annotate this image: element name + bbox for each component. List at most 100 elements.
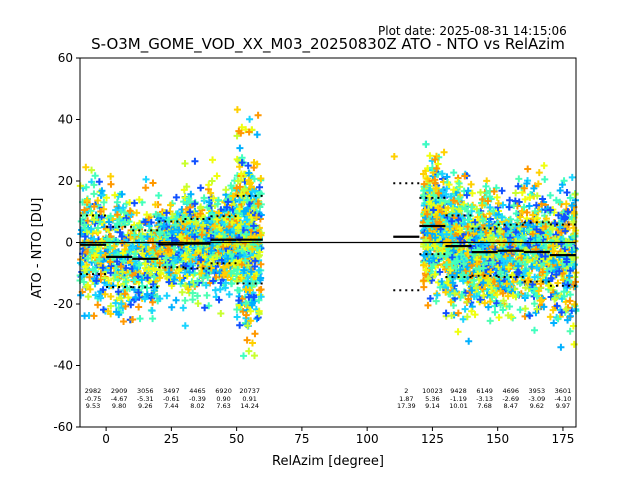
scatter-point	[257, 286, 265, 294]
scatter-point	[77, 217, 85, 225]
scatter-point	[96, 218, 104, 226]
scatter-point	[97, 249, 105, 257]
scatter-point	[215, 223, 223, 231]
scatter-point	[163, 209, 171, 217]
scatter-point	[99, 306, 107, 314]
scatter-point	[89, 265, 97, 273]
scatter-point	[130, 199, 138, 207]
scatter-point	[94, 301, 102, 309]
scatter-point	[164, 246, 172, 254]
scatter-point	[196, 210, 204, 218]
scatter-point	[119, 204, 127, 212]
scatter-points	[76, 106, 580, 360]
scatter-point	[253, 315, 261, 323]
scatter-point	[191, 233, 199, 241]
scatter-point	[467, 180, 475, 188]
scatter-point	[233, 132, 241, 140]
scatter-point	[181, 251, 189, 259]
scatter-point	[238, 123, 246, 131]
x-tick-label: 25	[164, 432, 179, 446]
scatter-point	[495, 313, 503, 321]
scatter-point	[132, 293, 140, 301]
scatter-point	[130, 286, 138, 294]
scatter-point	[109, 282, 117, 290]
scatter-point	[121, 246, 129, 254]
scatter-point	[84, 281, 92, 289]
scatter-point	[90, 190, 98, 198]
scatter-point	[463, 191, 471, 199]
scatter-point	[425, 228, 433, 236]
scatter-point	[246, 286, 254, 294]
scatter-point	[131, 231, 139, 239]
scatter-point	[192, 218, 200, 226]
scatter-point	[247, 268, 255, 276]
scatter-point	[142, 184, 150, 192]
scatter-point	[240, 266, 248, 274]
scatter-point	[456, 191, 464, 199]
scatter-point	[114, 288, 122, 296]
scatter-point	[106, 244, 114, 252]
y-tick-label: 0	[65, 236, 73, 250]
scatter-point	[244, 322, 252, 330]
scatter-point	[456, 235, 464, 243]
scatter-point	[436, 196, 444, 204]
scatter-point	[184, 285, 192, 293]
scatter-point	[194, 277, 202, 285]
scatter-point	[189, 289, 197, 297]
scatter-point	[98, 187, 106, 195]
scatter-point	[182, 228, 190, 236]
scatter-point	[242, 207, 250, 215]
scatter-point	[237, 190, 245, 198]
scatter-point	[257, 293, 265, 301]
scatter-point	[185, 195, 193, 203]
scatter-point	[111, 191, 119, 199]
scatter-point	[430, 254, 438, 262]
scatter-point	[138, 276, 146, 284]
scatter-point	[163, 292, 171, 300]
scatter-point	[81, 224, 89, 232]
scatter-point	[429, 191, 437, 199]
scatter-point	[516, 306, 524, 314]
scatter-point	[233, 106, 241, 114]
bin-stat-label: 20737 0.91 14.24	[239, 387, 261, 411]
scatter-point	[254, 111, 262, 119]
scatter-point	[248, 339, 256, 347]
x-tick-label: 0	[102, 432, 110, 446]
scatter-point	[491, 308, 499, 316]
scatter-point	[242, 230, 250, 238]
scatter-point	[135, 303, 143, 311]
scatter-point	[217, 309, 225, 317]
scatter-point	[119, 268, 127, 276]
scatter-point	[535, 169, 543, 177]
y-tick-label: 40	[58, 113, 73, 127]
scatter-point	[209, 277, 217, 285]
scatter-point	[455, 195, 463, 203]
scatter-point	[440, 148, 448, 156]
scatter-point	[238, 159, 246, 167]
x-axis-label: RelAzim [degree]	[272, 454, 384, 469]
scatter-point	[454, 216, 462, 224]
scatter-point	[257, 175, 265, 183]
scatter-point	[448, 312, 456, 320]
scatter-point	[170, 244, 178, 252]
scatter-point	[449, 234, 457, 242]
scatter-point	[247, 307, 255, 315]
x-tick-label: 150	[486, 432, 509, 446]
scatter-point	[113, 211, 121, 219]
scatter-point	[226, 228, 234, 236]
scatter-point	[149, 315, 157, 323]
scatter-point	[238, 261, 246, 269]
scatter-point	[101, 290, 109, 298]
scatter-point	[461, 204, 469, 212]
scatter-point	[454, 309, 462, 317]
scatter-point	[450, 247, 458, 255]
scatter-point	[156, 259, 164, 267]
scatter-point	[570, 340, 578, 348]
scatter-point	[460, 272, 468, 280]
scatter-point	[431, 271, 439, 279]
scatter-point	[178, 288, 186, 296]
scatter-point	[181, 160, 189, 168]
scatter-point	[113, 198, 121, 206]
scatter-point	[205, 181, 213, 189]
scatter-point	[161, 233, 169, 241]
